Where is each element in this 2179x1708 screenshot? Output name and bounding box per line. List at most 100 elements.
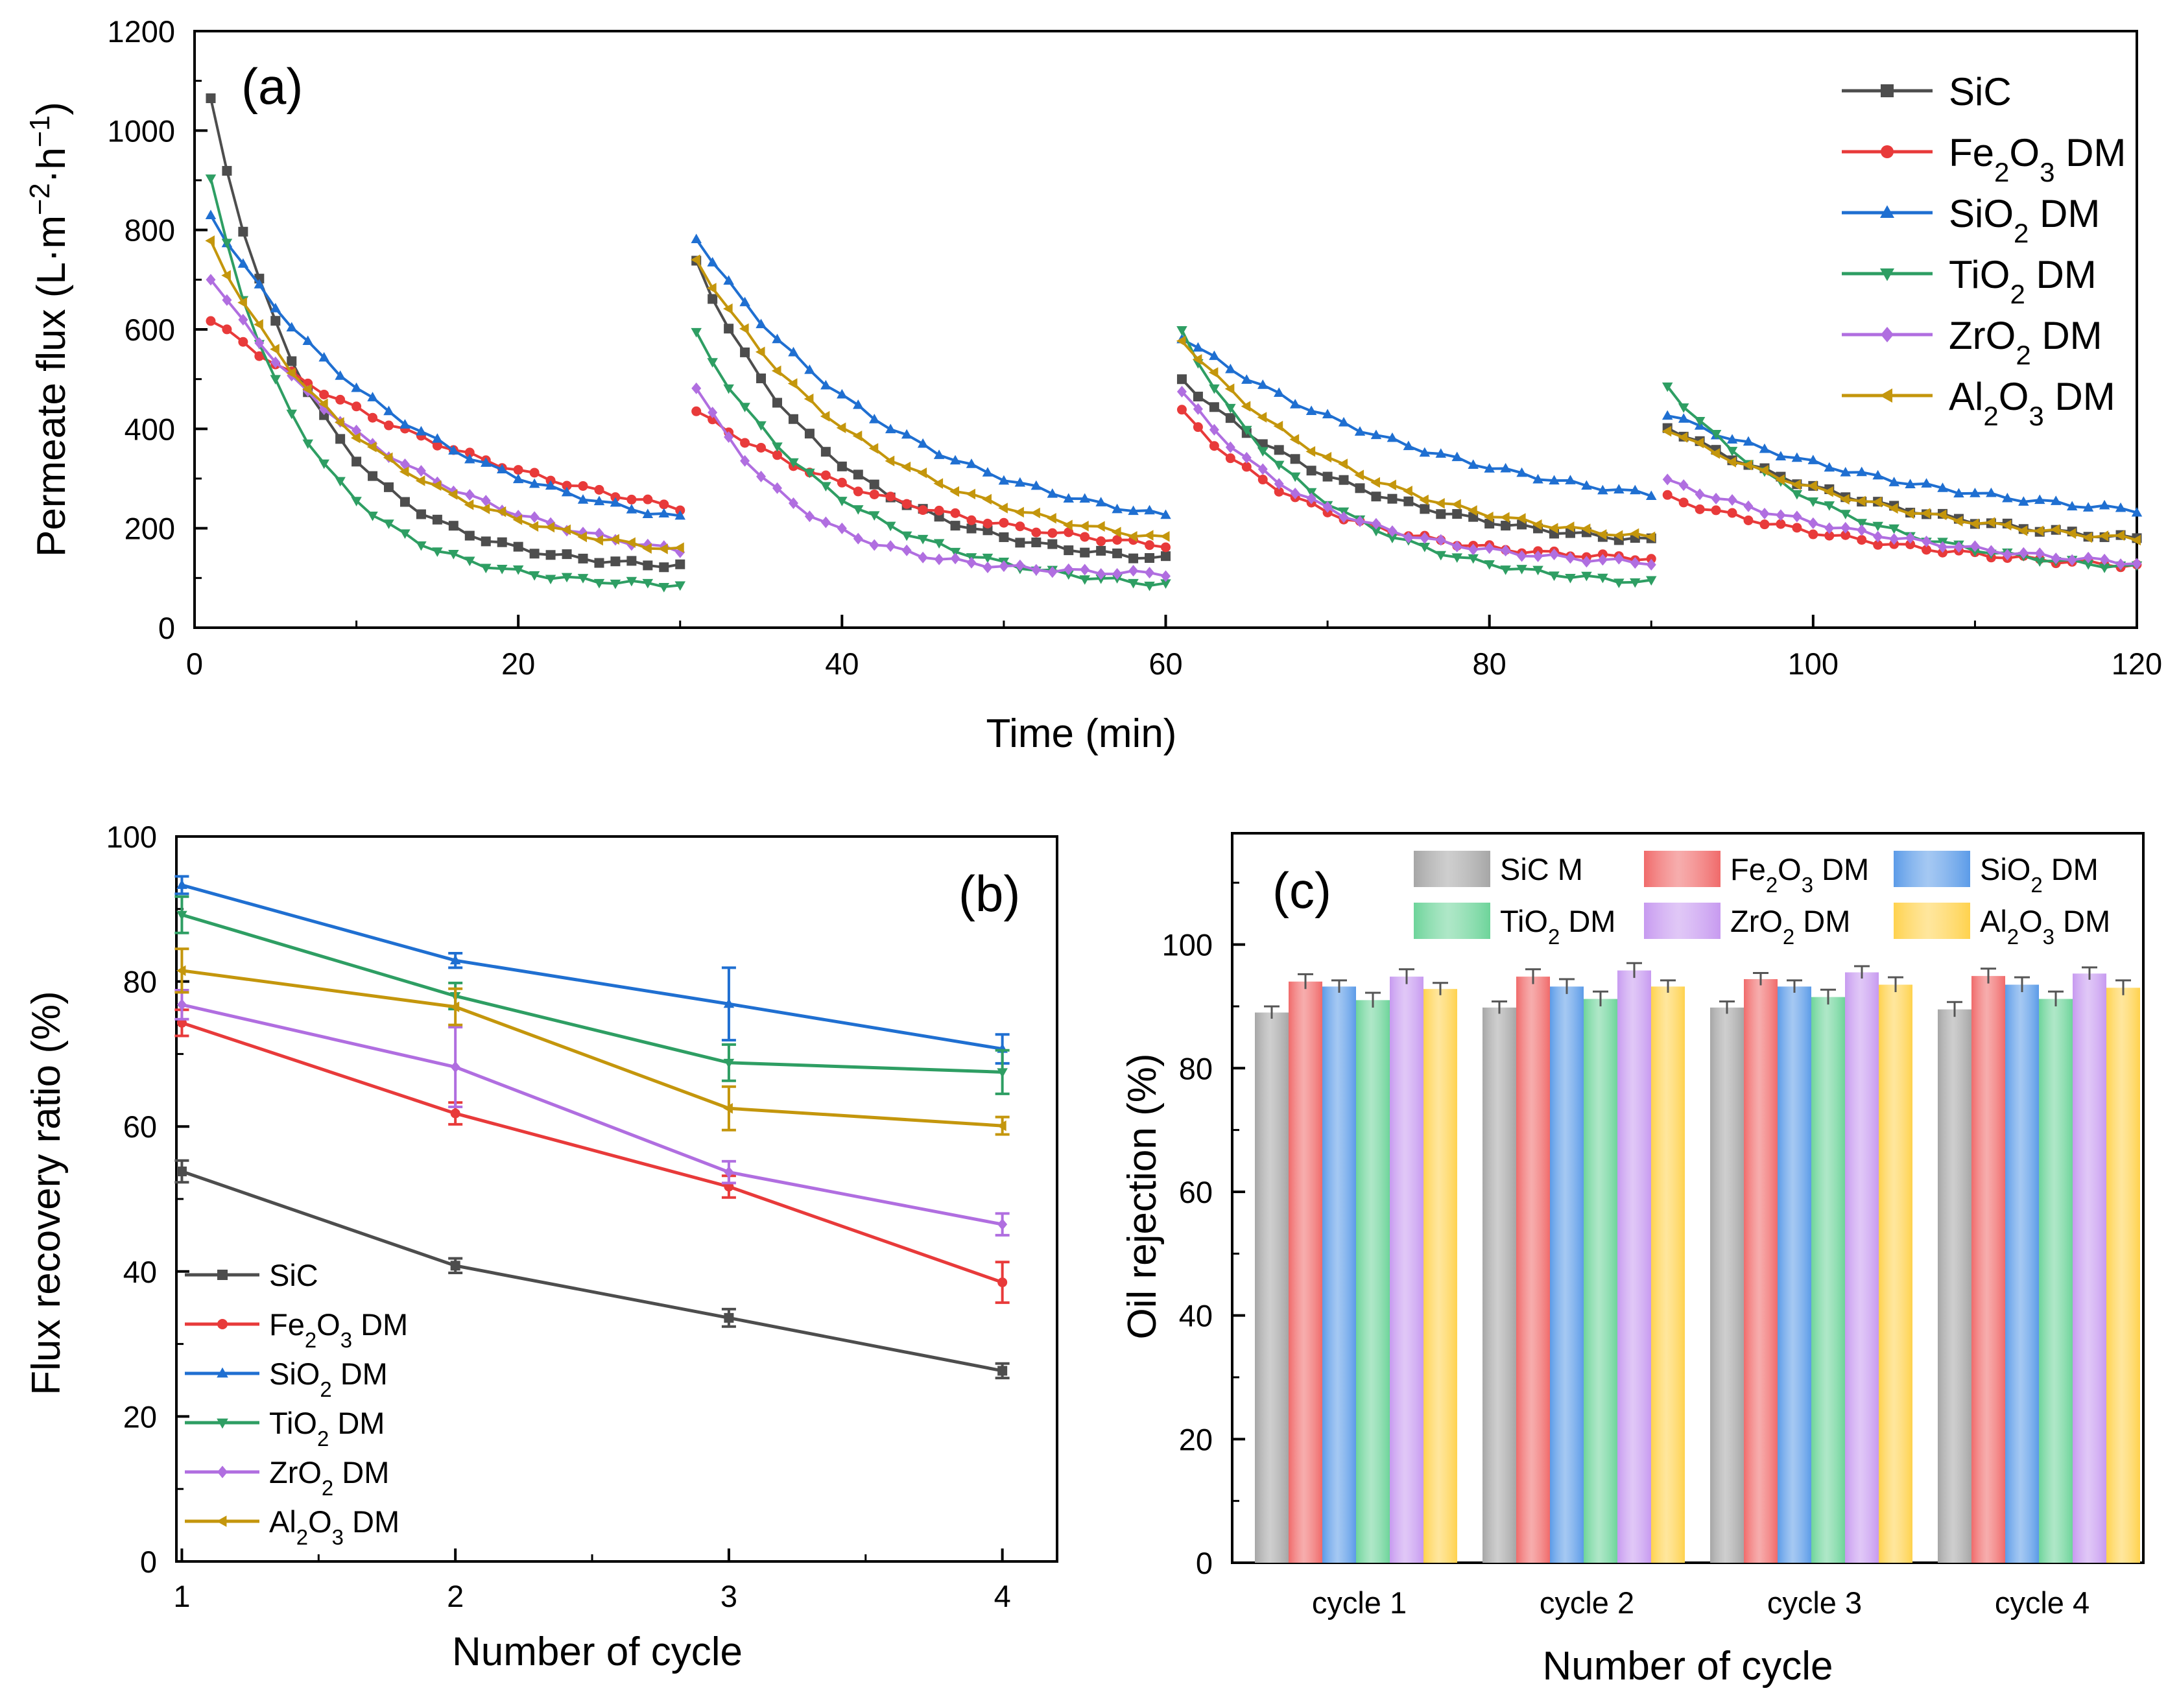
data-point-a (1711, 492, 1721, 504)
legend-swatch-shading-c (1414, 903, 1490, 939)
data-point-a (1225, 453, 1235, 464)
series-line-b (181, 1021, 1003, 1284)
data-point-a (1759, 519, 1770, 530)
data-point-a (837, 522, 847, 534)
data-point-a (756, 421, 767, 431)
data-point-a (254, 319, 263, 330)
data-point-a (399, 458, 410, 470)
data-point-a (270, 302, 281, 313)
data-point-a (1290, 454, 1300, 464)
series-c-4 (1390, 962, 2106, 1563)
data-point-a (1824, 486, 1833, 497)
data-point-a (1905, 539, 1916, 549)
data-point-a (351, 497, 362, 506)
legend-label-a-part: SiC (1949, 70, 2012, 113)
data-point-a (804, 429, 815, 439)
data-point-a (1354, 469, 1364, 480)
data-point-a (2131, 506, 2143, 517)
data-point-a (1548, 523, 1558, 534)
data-point-a (626, 556, 637, 566)
data-point-a (772, 450, 782, 460)
data-point-a (2034, 525, 2044, 537)
bar-shading (1356, 1000, 1390, 1563)
data-point-a (1759, 465, 1768, 476)
data-point-a (901, 499, 912, 509)
legend-label-a: TiO2 DM (1949, 253, 2097, 309)
data-point-a (1500, 565, 1511, 575)
data-point-a (1726, 434, 1738, 444)
data-point-a (513, 541, 523, 552)
data-point-a (1921, 478, 1932, 488)
data-point-a (901, 544, 912, 556)
x-axis-label-a: Time (min) (986, 711, 1177, 756)
data-point-a (1727, 493, 1737, 506)
data-point-a (2002, 492, 2013, 503)
data-point-a (1630, 557, 1640, 569)
data-point-a (1873, 540, 1883, 550)
data-point-a (1387, 534, 1398, 543)
data-point-a (238, 226, 248, 237)
bar-shading (1744, 979, 1778, 1563)
x-tick-label-a: 120 (2112, 646, 2162, 681)
data-point-a (820, 516, 831, 528)
data-point-a (1807, 480, 1817, 492)
data-point-a (837, 461, 847, 471)
data-point-a (1208, 367, 1219, 378)
data-point-a (1064, 545, 1074, 556)
data-point-a (1064, 527, 1074, 538)
data-point-a (610, 534, 619, 545)
data-point-a (1112, 548, 1123, 558)
series-line-a (210, 320, 681, 512)
y-tick-label-a: 1000 (107, 113, 175, 148)
data-point-a (1613, 578, 1625, 588)
data-point-a (1597, 484, 1608, 495)
data-point-a (1257, 447, 1268, 457)
data-point-a (659, 499, 669, 510)
data-point-a (853, 505, 864, 515)
data-point-a (351, 401, 362, 412)
legend-label-c: SiC M (1500, 852, 1583, 886)
y-axis-label-a-part: −1 (25, 115, 56, 147)
data-point-a (804, 468, 815, 479)
data-point-a (238, 337, 248, 347)
y-tick-label-b: 80 (123, 965, 157, 999)
legend-label-c: ZrO2 DM (1730, 904, 1850, 949)
bar-shading (1651, 986, 1685, 1563)
data-point-a (1646, 558, 1656, 571)
data-point-a (1193, 342, 1204, 352)
data-point-a (1339, 511, 1349, 523)
data-point-a (561, 573, 573, 583)
data-point-a (1079, 493, 1090, 503)
data-point-a (1339, 475, 1349, 485)
data-point-a (319, 389, 329, 399)
data-point-a (1630, 484, 1641, 495)
data-point-a (918, 505, 928, 516)
x-tick-label-c: cycle 3 (1767, 1585, 1862, 1620)
x-tick-label-c: cycle 2 (1540, 1585, 1634, 1620)
data-point-a (561, 486, 573, 497)
data-point-a (464, 530, 475, 541)
data-point-b (723, 1103, 733, 1114)
data-point-a (772, 333, 783, 344)
plot-frame-b (175, 835, 1058, 1563)
legend-swatch-shading-c (1644, 903, 1721, 939)
data-point-a (949, 547, 961, 558)
legend-label-a-part: SiO (1949, 192, 2014, 235)
data-point-a (901, 461, 911, 473)
data-point-a (1807, 497, 1819, 507)
data-point-a (464, 489, 475, 501)
series-b-0 (174, 1159, 1010, 1380)
y-axis-label-c: Oil rejection (%) (1120, 1054, 1165, 1340)
data-point-a (1501, 545, 1511, 557)
data-point-a (448, 521, 458, 531)
data-point-a (2115, 502, 2126, 512)
data-point-a (739, 323, 749, 335)
data-point-a (2082, 532, 2093, 543)
series-line-b (181, 1002, 1003, 1226)
data-point-a (1565, 552, 1575, 564)
legend-label-a: SiO2 DM (1949, 192, 2100, 248)
x-tick-label-a: 100 (1788, 646, 1839, 681)
data-point-a (221, 270, 231, 281)
data-point-a (740, 438, 750, 448)
data-point-a (1872, 469, 1883, 480)
